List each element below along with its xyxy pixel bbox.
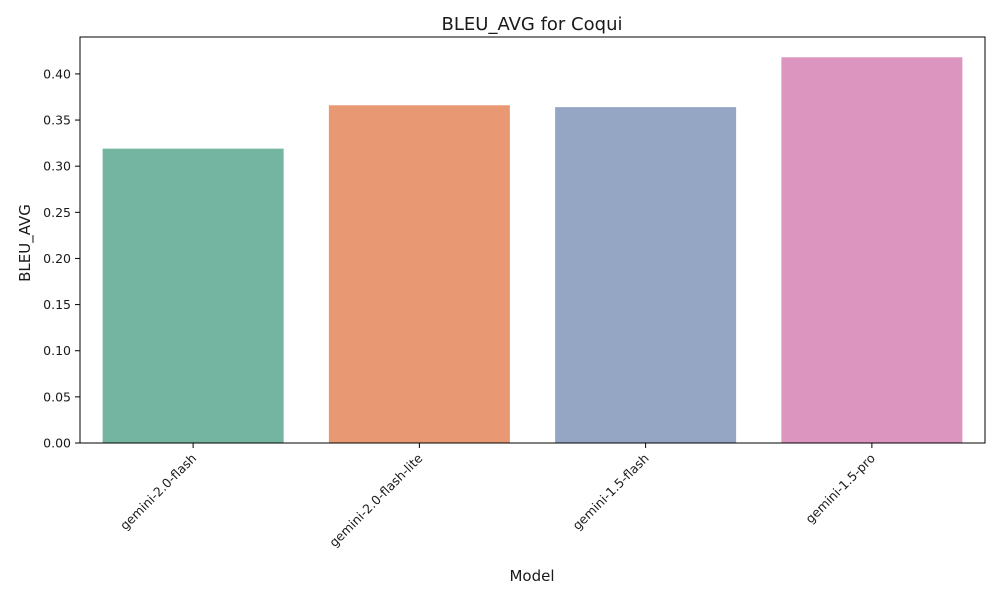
y-tick-label: 0.20 [43,251,71,266]
y-tick-label: 0.00 [43,436,71,451]
bar-gemini-1.5-flash [555,107,737,444]
x-axis: gemini-2.0-flash gemini-2.0-flash-lite gem… [117,443,878,550]
x-tick-label: gemini-1.5-flash [569,451,651,533]
chart-title: BLEU_AVG for Coqui [442,14,623,35]
x-tick-label: gemini-2.0-flash-lite [326,450,426,550]
x-axis-label: Model [509,567,554,585]
y-tick-label: 0.35 [43,113,71,128]
y-axis-label: BLEU_AVG [16,204,35,282]
x-tick-label: gemini-1.5-pro [802,451,878,527]
x-tick-label: gemini-2.0-flash [117,451,199,533]
bar-gemini-1.5-pro [781,57,963,444]
y-tick-label: 0.40 [43,66,71,81]
bar-gemini-2.0-flash [102,148,284,443]
y-tick-label: 0.25 [43,205,71,220]
plot-frame [79,36,986,444]
bar-gemini-2.0-flash-lite [328,105,510,444]
bars-group [102,57,963,444]
y-tick-label: 0.05 [43,389,71,404]
y-axis: 0.00 0.05 0.10 0.15 0.20 0.25 0.30 0.35 0.40 [43,66,80,451]
y-tick-label: 0.30 [43,159,71,174]
y-tick-label: 0.10 [43,343,71,358]
y-tick-label: 0.15 [43,297,71,312]
